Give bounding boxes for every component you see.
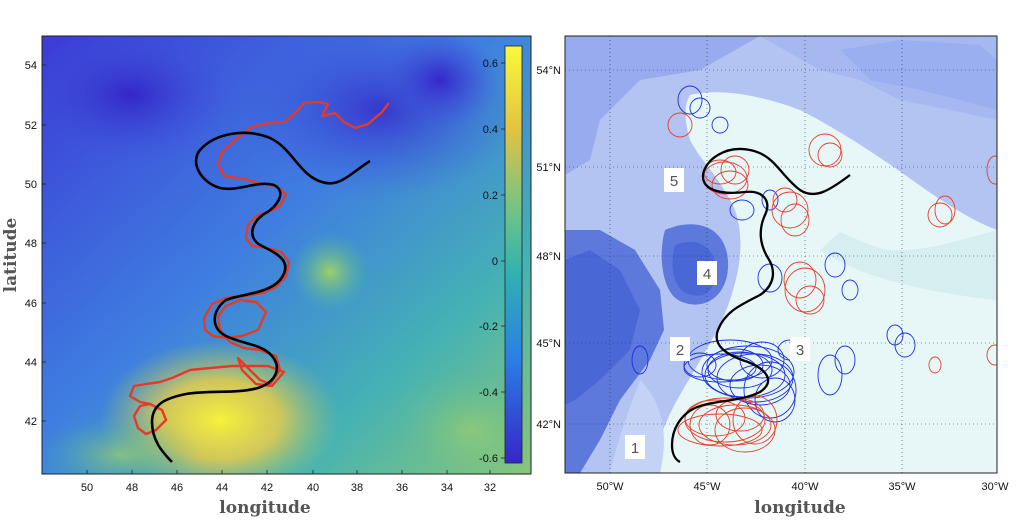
y-tick: 46 bbox=[25, 298, 37, 310]
lat-tick: 48°N bbox=[536, 251, 561, 263]
lat-tick: 45°N bbox=[536, 338, 561, 350]
bathymetry-field: 1 2 3 4 5 bbox=[565, 36, 997, 473]
region-label-2: 2 bbox=[676, 342, 684, 359]
y-tick: 44 bbox=[25, 357, 37, 369]
x-axis-label: longitude bbox=[754, 498, 846, 518]
colorbar-tick: 0.6 bbox=[483, 58, 498, 70]
left-map-panel: 0.6 0.4 0.2 0 -0.2 -0.4 -0.6 54 52 50 48… bbox=[1, 35, 532, 518]
y-tick: 54 bbox=[25, 60, 37, 72]
y-tick: 42 bbox=[25, 416, 37, 428]
lon-tick: 50°W bbox=[596, 481, 624, 493]
region-labels: 1 2 3 4 5 bbox=[625, 168, 810, 459]
lon-tick: 30°W bbox=[981, 481, 1009, 493]
model-track-black bbox=[150, 131, 371, 463]
colorbar-tick: -0.4 bbox=[479, 387, 498, 399]
x-tick: 40 bbox=[307, 482, 319, 494]
lon-tick: 45°W bbox=[693, 481, 721, 493]
colorbar-tick: -0.6 bbox=[479, 453, 498, 465]
y-axis-label: latitude bbox=[1, 217, 21, 292]
region-label-1: 1 bbox=[631, 440, 639, 457]
region-label-4: 4 bbox=[703, 266, 711, 283]
colorbar-tick: 0.2 bbox=[483, 190, 498, 202]
colorbar-tick: -0.2 bbox=[479, 321, 498, 333]
colorbar: 0.6 0.4 0.2 0 -0.2 -0.4 -0.6 bbox=[479, 45, 523, 465]
region-label-5: 5 bbox=[670, 173, 678, 190]
x-tick: 44 bbox=[216, 482, 228, 494]
x-tick: 34 bbox=[441, 482, 453, 494]
y-tick: 48 bbox=[25, 238, 37, 250]
lon-tick: 35°W bbox=[888, 481, 916, 493]
x-tick: 38 bbox=[351, 482, 363, 494]
sea-level-anomaly-field bbox=[42, 36, 531, 474]
x-tick: 36 bbox=[396, 482, 408, 494]
x-tick: 32 bbox=[484, 482, 496, 494]
x-tick: 42 bbox=[261, 482, 273, 494]
y-tick: 50 bbox=[25, 179, 37, 191]
lon-tick: 40°W bbox=[791, 481, 819, 493]
lat-tick: 54°N bbox=[536, 65, 561, 77]
x-tick: 50 bbox=[81, 482, 93, 494]
lat-tick: 42°N bbox=[536, 419, 561, 431]
x-tick: 48 bbox=[126, 482, 138, 494]
colorbar-tick: 0 bbox=[492, 256, 498, 268]
x-tick: 46 bbox=[171, 482, 183, 494]
colorbar-tick: 0.4 bbox=[483, 124, 498, 136]
mean-current-track bbox=[670, 147, 851, 464]
x-axis-label: longitude bbox=[219, 498, 311, 518]
region-label-3: 3 bbox=[796, 342, 804, 359]
lat-tick: 51°N bbox=[536, 162, 561, 174]
right-map-panel: 1 2 3 4 5 54°N 51°N 48°N 45°N 42°N 50°W … bbox=[536, 35, 1009, 518]
y-tick: 52 bbox=[25, 120, 37, 132]
